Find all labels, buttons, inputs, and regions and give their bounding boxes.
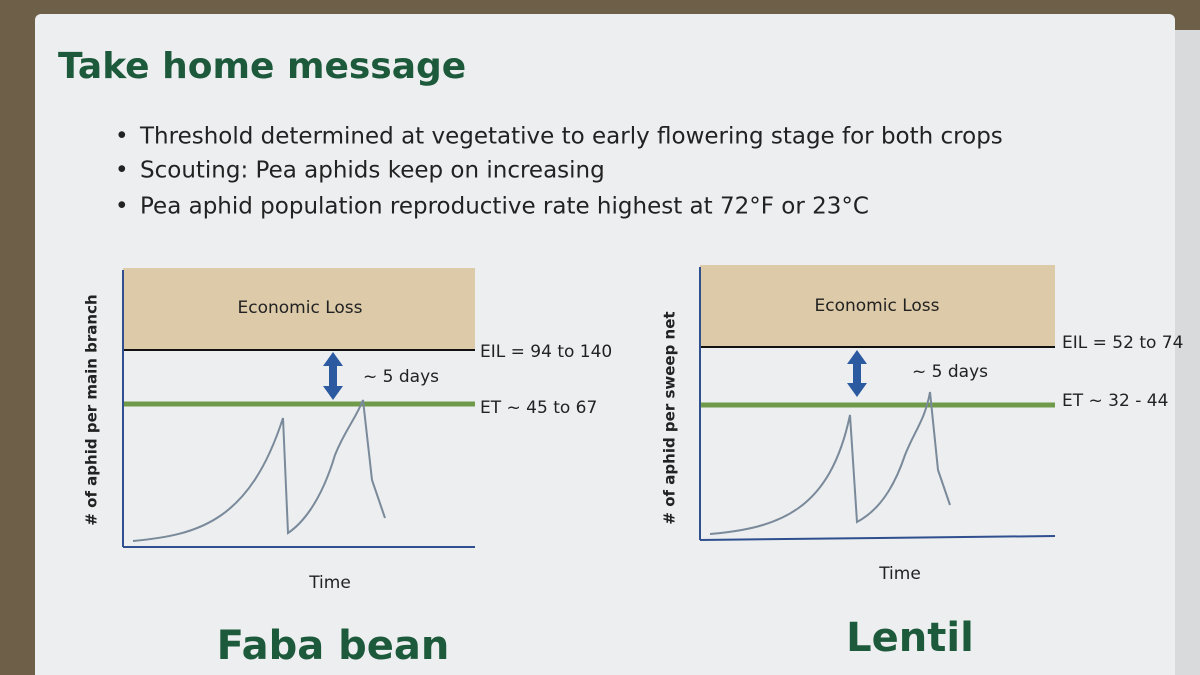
title: Take home message <box>58 46 466 87</box>
crop-label: Faba bean <box>217 623 450 669</box>
interval-label: ~ 5 days <box>912 362 988 382</box>
et-label: ET ~ 32 - 44 <box>1062 391 1168 411</box>
bullet: Threshold determined at vegetative to ea… <box>139 124 1003 150</box>
loss-label: Economic Loss <box>815 296 940 316</box>
bullet: Scouting: Pea aphids keep on increasing <box>140 158 605 184</box>
eil-label: EIL = 94 to 140 <box>480 342 612 362</box>
diagram: Economic Loss ~ 5 days EIL = 52 to 74 ET… <box>661 265 1183 661</box>
bullet: Pea aphid population reproductive rate h… <box>140 194 869 220</box>
population-curve <box>709 391 951 535</box>
interval-arrow <box>323 352 343 400</box>
bullet-dot: • <box>115 194 129 220</box>
interval-label: ~ 5 days <box>363 367 439 387</box>
loss-zone <box>700 265 1055 347</box>
slide <box>35 14 1175 675</box>
loss-label: Economic Loss <box>238 298 363 318</box>
bullet-dot: • <box>115 158 129 184</box>
diagram: Economic Loss ~ 5 days EIL = 94 to 140 E… <box>83 268 612 669</box>
loss-zone <box>123 268 475 350</box>
x-axis-label: Time <box>308 573 351 593</box>
y-axis-label: # of aphid per sweep net <box>661 311 679 524</box>
population-curve <box>132 399 386 542</box>
y-axis-label: # of aphid per main branch <box>83 294 101 525</box>
et-label: ET ~ 45 to 67 <box>480 398 597 418</box>
slide-edge <box>1175 30 1200 675</box>
bullet-dot: • <box>115 124 129 150</box>
crop-label: Lentil <box>846 615 974 661</box>
x-axis-label: Time <box>878 564 921 584</box>
x-axis <box>699 535 1056 541</box>
eil-label: EIL = 52 to 74 <box>1062 333 1183 353</box>
interval-arrow <box>847 350 867 397</box>
